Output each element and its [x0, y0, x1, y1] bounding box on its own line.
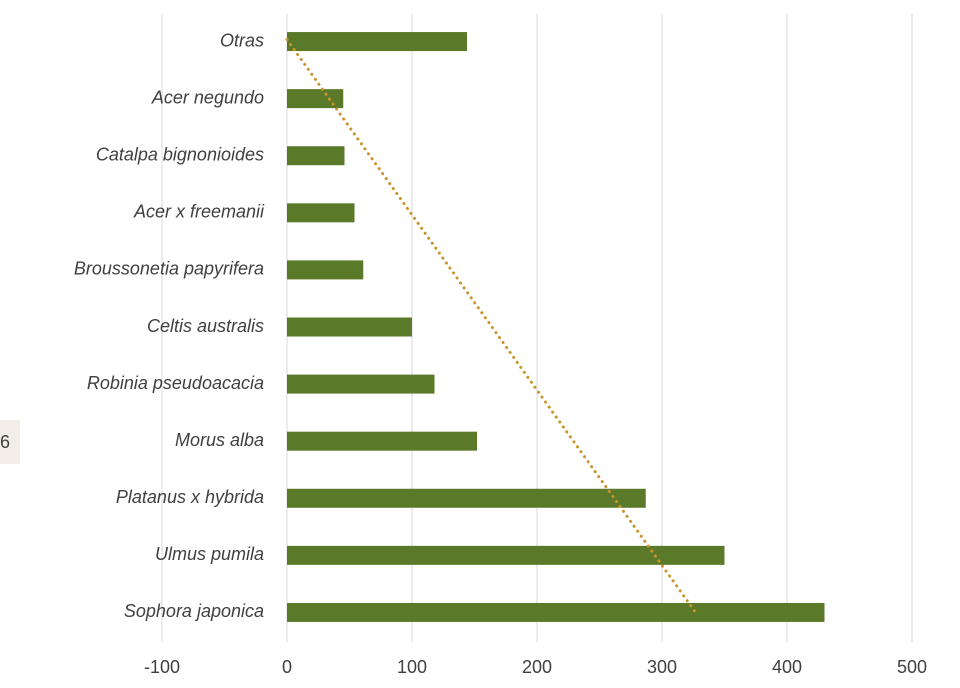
- bar-catalpa-bignonioides: [287, 146, 345, 166]
- bar-celtis-australis: [287, 317, 412, 337]
- category-label: Acer x freemanii: [133, 202, 265, 222]
- category-label: Robinia pseudoacacia: [87, 373, 264, 393]
- category-label: Morus alba: [175, 430, 264, 450]
- bar-ulmus-pumila: [287, 545, 725, 565]
- x-tick-label: 100: [397, 657, 427, 677]
- bar-sophora-japonica: [287, 602, 825, 622]
- category-label: Platanus x hybrida: [116, 487, 264, 507]
- category-label: Acer negundo: [151, 87, 264, 107]
- bar-acer-x-freemanii: [287, 203, 355, 223]
- x-tick-label: 300: [647, 657, 677, 677]
- side-fragment: 6: [0, 420, 20, 464]
- category-label: Ulmus pumila: [155, 544, 264, 564]
- bar-acer-negundo: [287, 89, 344, 109]
- trendline-layer: [285, 38, 699, 616]
- bars: [287, 32, 825, 622]
- x-tick-label: 500: [897, 657, 927, 677]
- trendline: [285, 38, 699, 616]
- bar-otras: [287, 32, 467, 52]
- x-axis-tick-labels: -100 0 100 200 300 400 500: [144, 657, 927, 677]
- x-tick-label: -100: [144, 657, 180, 677]
- x-tick-label: 400: [772, 657, 802, 677]
- category-labels: Otras Acer negundo Catalpa bignonioides Ace…: [74, 30, 265, 621]
- bar-platanus-x-hybrida: [287, 488, 646, 508]
- category-label: Celtis australis: [147, 316, 264, 336]
- category-label: Sophora japonica: [124, 601, 264, 621]
- bar-morus-alba: [287, 431, 477, 451]
- bar-robinia-pseudoacacia: [287, 374, 435, 394]
- bar-broussonetia-papyrifera: [287, 260, 364, 280]
- category-label: Catalpa bignonioides: [96, 144, 264, 164]
- x-tick-label: 200: [522, 657, 552, 677]
- category-label: Broussonetia papyrifera: [74, 259, 264, 279]
- x-tick-label: 0: [282, 657, 292, 677]
- category-label: Otras: [220, 30, 264, 50]
